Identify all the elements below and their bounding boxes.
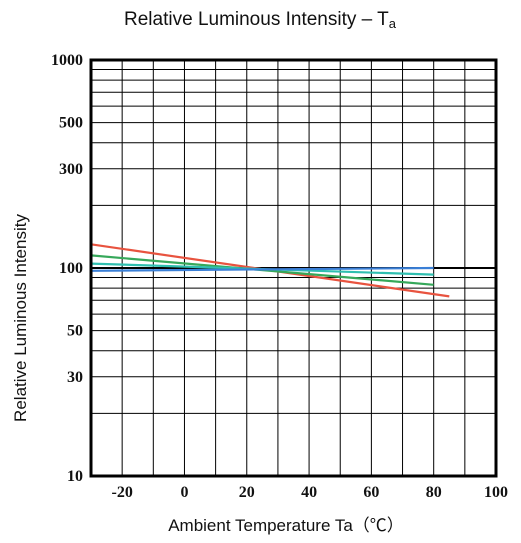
chart-title-text: Relative Luminous Intensity – T bbox=[124, 9, 389, 30]
x-tick-label: 20 bbox=[239, 484, 255, 501]
x-tick-label: 0 bbox=[180, 484, 188, 501]
y-tick-label: 50 bbox=[67, 323, 83, 340]
grid bbox=[91, 60, 496, 476]
x-tick-label: -20 bbox=[111, 484, 132, 501]
x-axis-label: Ambient Temperature Ta（℃） bbox=[168, 516, 404, 535]
y-tick-labels: 10 30 50 100 300 500 1000 bbox=[51, 52, 83, 485]
x-tick-label: 60 bbox=[363, 484, 379, 501]
y-tick-label: 10 bbox=[67, 468, 83, 485]
x-tick-label: 40 bbox=[301, 484, 317, 501]
x-tick-label: 100 bbox=[484, 484, 508, 501]
y-tick-label: 1000 bbox=[51, 52, 83, 69]
y-tick-label: 100 bbox=[59, 260, 83, 277]
chart-title: Relative Luminous Intensity – Ta bbox=[124, 9, 397, 31]
y-tick-label: 30 bbox=[67, 369, 83, 386]
y-tick-label: 500 bbox=[59, 115, 83, 132]
series-lines bbox=[90, 243, 450, 298]
y-axis-label: Relative Luminous Intensity bbox=[11, 214, 30, 422]
chart-title-subscript: a bbox=[389, 16, 397, 31]
x-tick-labels: -20 0 20 40 60 80 100 bbox=[111, 484, 508, 501]
series-line-4 bbox=[90, 266, 434, 272]
plot-frame bbox=[89, 58, 498, 478]
x-tick-label: 80 bbox=[426, 484, 442, 501]
y-tick-label: 300 bbox=[59, 161, 83, 178]
